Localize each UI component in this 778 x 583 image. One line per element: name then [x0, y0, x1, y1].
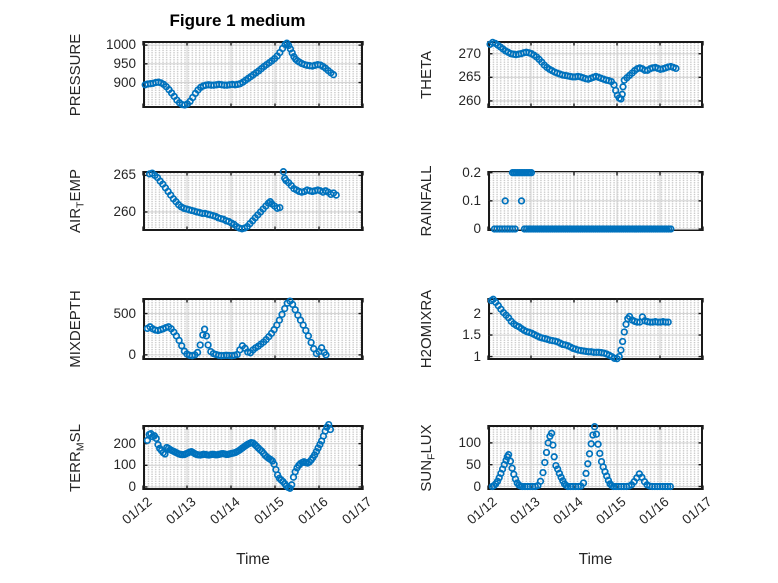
terrmsl-markers — [143, 420, 335, 492]
sunflux-ytick-0: 0 — [473, 478, 481, 494]
rainfall-ytick-0: 0 — [473, 221, 481, 237]
theta-plot-svg — [486, 38, 704, 108]
airtemp-ytick-260: 260 — [113, 203, 136, 219]
rainfall-plot-svg — [487, 169, 704, 233]
theta-ytick-260: 260 — [458, 92, 481, 108]
mixdepth-ytick-0: 0 — [128, 346, 136, 362]
mixdepth-ytick-500: 500 — [113, 305, 136, 321]
h2omixra-markers — [487, 295, 672, 363]
rainfall-markers — [490, 169, 675, 233]
airtemp-ytick-265: 265 — [113, 167, 136, 183]
pressure-ytick-950: 950 — [113, 55, 136, 71]
sunflux-ytick-100: 100 — [458, 434, 481, 450]
sunflux-ytick-50: 50 — [465, 456, 481, 472]
pressure-ytick-900: 900 — [113, 74, 136, 90]
terrmsl-plot-svg — [142, 420, 364, 492]
airtemp-plot-area — [143, 171, 363, 231]
terrmsl-ytick-200: 200 — [113, 435, 136, 451]
theta-markers — [486, 38, 680, 103]
airtemp-markers — [145, 168, 340, 233]
terrmsl-ylabel: TERRMSL — [67, 423, 87, 492]
mixdepth-plot-svg — [142, 297, 364, 360]
h2omixra-plot-svg — [487, 295, 704, 363]
rainfall-ytick-0.1: 0.1 — [462, 192, 481, 208]
sunflux-ylabel: SUNFLUX — [418, 423, 438, 492]
terrmsl-ytick-0: 0 — [128, 478, 136, 494]
sunflux-plot-svg — [487, 423, 704, 491]
airtemp-plot-svg — [142, 168, 364, 233]
pressure-plot-svg — [141, 39, 364, 109]
terrmsl-ytick-100: 100 — [113, 457, 136, 473]
time-axis-label-right: Time — [578, 551, 613, 568]
h2omixra-ytick-1: 1 — [473, 348, 481, 364]
mixdepth-markers — [143, 297, 330, 360]
pressure-ytick-1000: 1000 — [105, 37, 136, 53]
sunflux-markers — [488, 423, 674, 491]
time-axis-label-left: Time — [236, 551, 270, 568]
h2omixra-ytick-2: 2 — [473, 305, 481, 321]
h2omixra-ylabel: H2OMIXRA — [418, 289, 435, 369]
rainfall-ytick-0.2: 0.2 — [462, 164, 481, 180]
theta-ytick-265: 265 — [458, 69, 481, 85]
figure-title: Figure 1 medium — [169, 11, 306, 30]
pressure-markers — [141, 39, 338, 109]
theta-ytick-270: 270 — [458, 45, 481, 61]
h2omixra-ytick-1.5: 1.5 — [462, 327, 481, 343]
mixdepth-ylabel: MIXDEPTH — [67, 290, 84, 368]
